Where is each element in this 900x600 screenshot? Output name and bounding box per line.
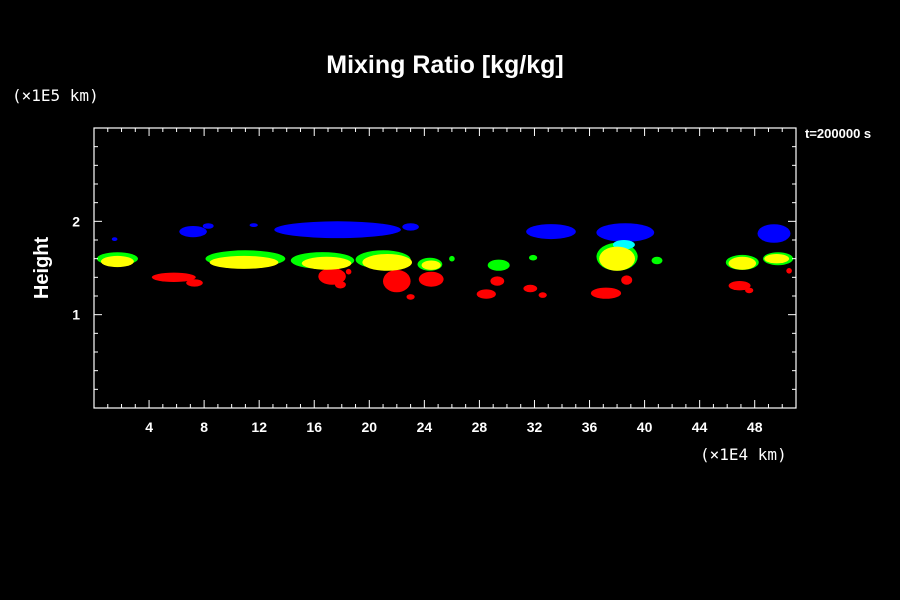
x-tick-label: 44	[692, 419, 708, 435]
region-red-19	[523, 284, 538, 293]
x-tick-label: 8	[200, 419, 208, 435]
region-red-23	[728, 281, 751, 291]
plot-frame	[93, 127, 797, 409]
mixing-ratio-regions	[96, 221, 794, 300]
region-yellow-41	[301, 256, 352, 270]
x-tick-label: 4	[145, 419, 153, 435]
region-red-12	[334, 281, 346, 289]
region-red-24	[745, 287, 754, 294]
region-red-25	[786, 268, 792, 274]
y-tick-label: 2	[72, 213, 80, 229]
region-red-11	[318, 268, 346, 285]
y-tick-label: 1	[72, 307, 80, 323]
region-yellow-43	[421, 260, 441, 270]
region-blue-1	[402, 223, 419, 231]
region-yellow-40	[209, 255, 279, 269]
region-blue-5	[111, 237, 118, 242]
y-axis-unit-label: (×1E5 km)	[12, 86, 99, 105]
x-tick-label: 48	[747, 419, 763, 435]
axis-ticks	[94, 128, 796, 408]
x-tick-label: 12	[251, 419, 267, 435]
region-red-17	[476, 289, 496, 299]
region-blue-0	[274, 221, 401, 239]
region-red-21	[590, 287, 622, 299]
region-red-14	[383, 269, 411, 293]
region-red-18	[490, 276, 505, 286]
x-tick-label: 36	[582, 419, 598, 435]
region-blue-7	[596, 223, 655, 242]
region-yellow-44	[599, 246, 635, 271]
region-green-32	[487, 259, 510, 271]
x-tick-label: 16	[306, 419, 322, 435]
region-yellow-45	[728, 256, 757, 270]
region-blue-8	[757, 224, 791, 243]
region-blue-2	[179, 226, 207, 238]
x-tick-label: 24	[417, 419, 433, 435]
x-tick-label: 40	[637, 419, 653, 435]
region-green-35	[651, 256, 663, 265]
region-red-10	[186, 279, 203, 287]
region-green-31	[449, 255, 455, 262]
region-blue-6	[526, 224, 576, 240]
x-tick-label: 28	[472, 419, 488, 435]
chart-title: Mixing Ratio [kg/kg]	[326, 51, 564, 79]
y-axis-label: Height	[31, 237, 53, 300]
x-axis-unit-label: (×1E4 km)	[700, 445, 787, 464]
time-label: t=200000 s	[805, 126, 871, 141]
region-red-15	[406, 294, 415, 300]
region-blue-4	[249, 223, 258, 228]
x-tick-label: 32	[527, 419, 543, 435]
x-tick-label: 20	[362, 419, 378, 435]
region-yellow-42	[362, 254, 413, 271]
region-red-20	[538, 292, 547, 298]
region-red-9	[151, 272, 196, 282]
region-red-16	[418, 271, 444, 287]
region-yellow-46	[764, 254, 790, 264]
region-blue-3	[202, 223, 214, 229]
region-yellow-39	[100, 255, 134, 268]
region-red-13	[345, 268, 352, 275]
region-red-22	[621, 275, 633, 285]
region-green-33	[529, 254, 538, 261]
